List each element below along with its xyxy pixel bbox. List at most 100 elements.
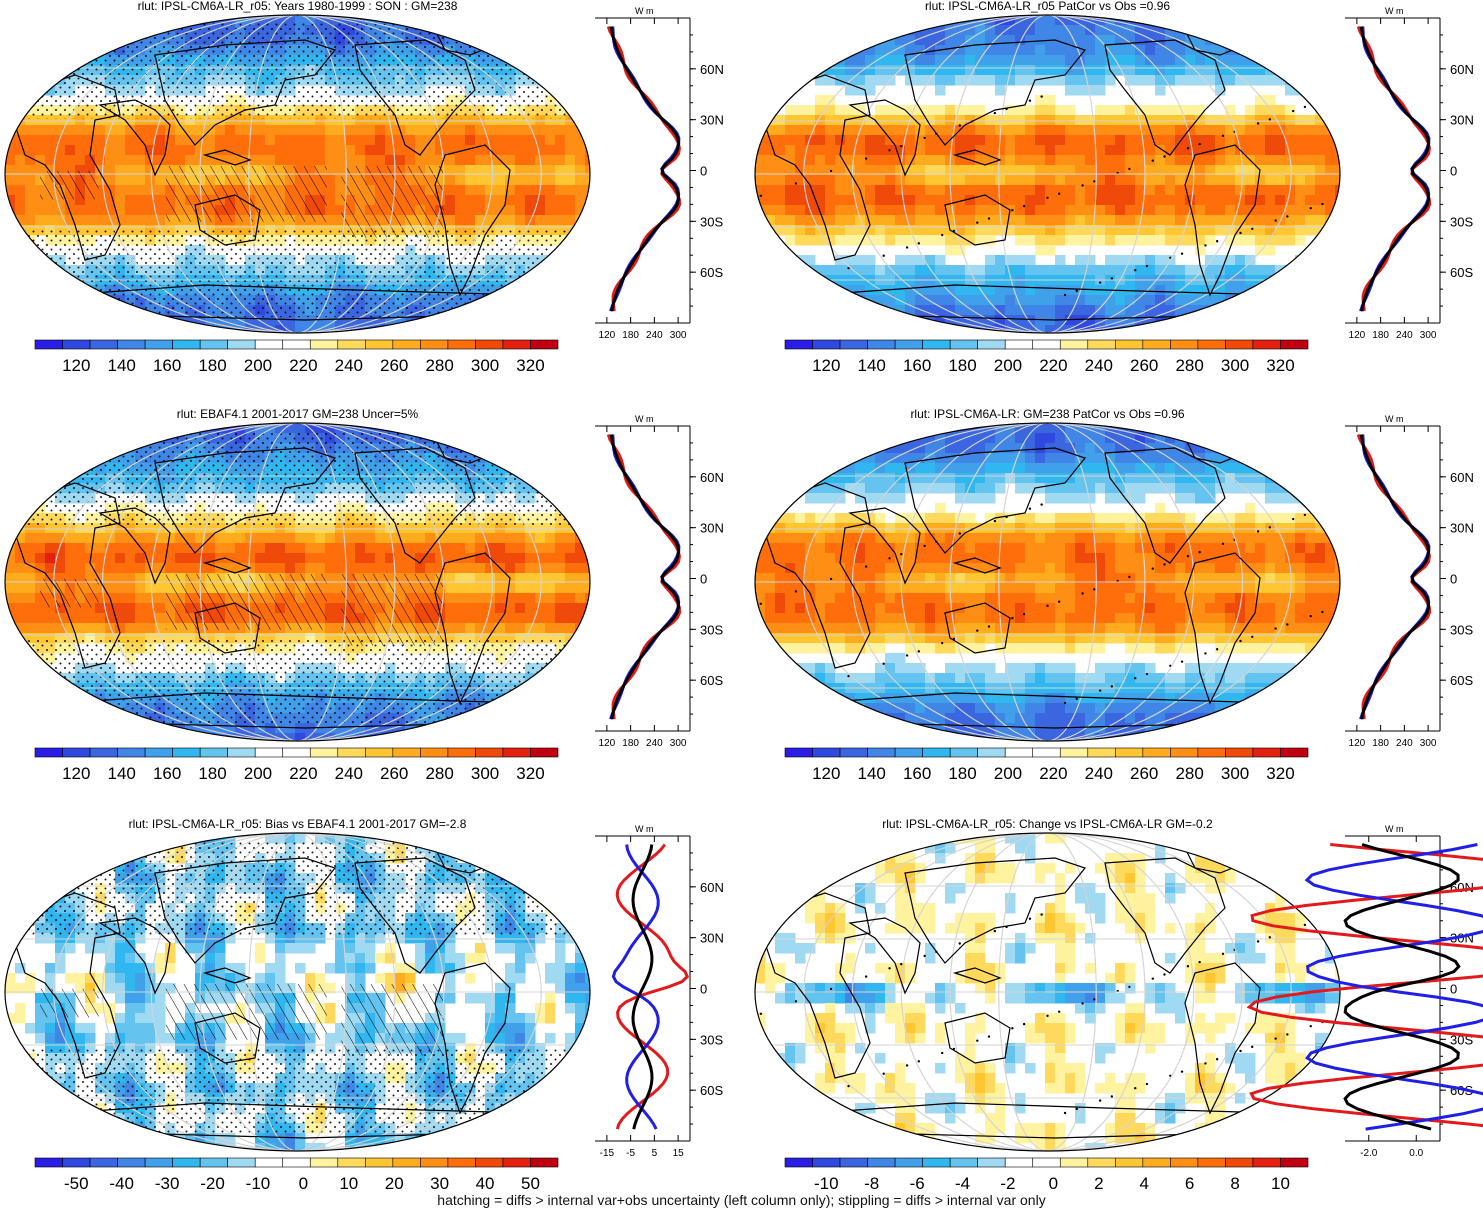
profile-lat-label: 60N — [700, 470, 724, 485]
colorbar: 120 140 160 180 200 220 240 260 280 300 320 — [784, 747, 1309, 783]
profile-x-tick: 180 — [622, 330, 639, 341]
colorbar-swatch — [89, 1157, 118, 1168]
profile-lat-label: 30S — [700, 1032, 723, 1047]
map-panel-4: rlut: IPSL-CM6A-LR: GM=238 PatCor vs Obs… — [754, 407, 1341, 783]
colorbar-swatch — [337, 339, 366, 350]
colorbar-swatch — [502, 339, 531, 350]
colorbar: -50 -40 -30 -20 -10 0 10 20 30 40 50 — [34, 1157, 559, 1190]
colorbar-tick-label: 120 — [62, 764, 90, 783]
colorbar-swatch — [172, 339, 201, 350]
colorbar-swatch — [34, 339, 63, 350]
colorbar-swatch — [1059, 339, 1089, 350]
colorbar-swatch — [812, 339, 841, 350]
colorbar-swatch — [199, 747, 228, 758]
colorbar-swatch — [420, 747, 449, 758]
colorbar-tick-label: -50 — [64, 1174, 89, 1190]
colorbar-swatch — [475, 1157, 504, 1168]
coastline-3 — [155, 858, 335, 963]
map-border — [4, 832, 591, 1152]
profile-x-tick: 180 — [1372, 330, 1389, 341]
profile-x-tick: 5 — [652, 1148, 658, 1159]
colorbar-swatch — [1225, 1157, 1254, 1168]
profile-lat-label: 30S — [1450, 622, 1473, 637]
colorbar-tick-label: 320 — [1266, 356, 1294, 375]
colorbar-swatch — [1197, 1157, 1226, 1168]
colorbar-tick-label: 280 — [1175, 356, 1203, 375]
colorbar-swatch — [1142, 747, 1171, 758]
colorbar-tick-label: 140 — [858, 764, 886, 783]
colorbar-swatch — [254, 1157, 284, 1168]
colorbar-swatch — [447, 339, 476, 350]
colorbar-swatch — [199, 339, 228, 350]
colorbar-swatch — [309, 339, 339, 350]
colorbar-swatch — [1115, 747, 1144, 758]
colorbar-tick-label: 280 — [425, 764, 453, 783]
colorbar-swatch — [1032, 1157, 1061, 1168]
profile-line-model — [611, 844, 660, 1130]
colorbar-swatch — [227, 1157, 256, 1168]
colorbar-swatch — [144, 1157, 173, 1168]
colorbar-tick-label: 2 — [1094, 1174, 1103, 1190]
colorbar-swatch — [1142, 339, 1171, 350]
colorbar-swatch — [89, 339, 118, 350]
profile-unit: W m — [635, 824, 654, 834]
colorbar-tick-label: 220 — [1039, 356, 1067, 375]
graticule — [755, 423, 1340, 741]
coastline-4 — [195, 603, 260, 653]
colorbar-tick-label: 50 — [521, 1174, 540, 1190]
colorbar-tick-label: 8 — [1230, 1174, 1239, 1190]
profile-lat-label: 60N — [700, 880, 724, 895]
profile-unit: W m — [1385, 6, 1404, 16]
colorbar-swatch — [172, 747, 201, 758]
coastline-2 — [850, 100, 920, 175]
zonal-profile-1: W m 60N 30N 0 30S 60S 120 180 240 300 — [595, 6, 724, 341]
profile-unit: W m — [635, 414, 654, 424]
colorbar-swatch — [337, 747, 366, 758]
colorbar-swatch — [227, 747, 256, 758]
coastline-4 — [945, 603, 1010, 653]
colorbar-tick-label: 10 — [1271, 1174, 1290, 1190]
coastline-1 — [765, 893, 870, 1078]
colorbar-swatch — [949, 747, 978, 758]
colorbar-swatch — [1059, 747, 1089, 758]
profile-lat-label: 0 — [1450, 982, 1457, 997]
coastline-1 — [765, 483, 870, 668]
colorbar-swatch — [1280, 747, 1309, 758]
colorbar-tick-label: 300 — [1221, 764, 1249, 783]
colorbar-swatch — [1004, 339, 1034, 350]
colorbar-swatch — [1280, 339, 1309, 350]
coastline-5 — [205, 558, 250, 573]
colorbar-swatch — [1004, 1157, 1034, 1168]
colorbar-swatch — [447, 747, 476, 758]
colorbar-swatch — [1197, 339, 1226, 350]
colorbar-tick-label: 180 — [948, 764, 976, 783]
colorbar-swatch — [1087, 747, 1116, 758]
colorbar-swatch — [530, 747, 559, 758]
coastline-6 — [1105, 40, 1225, 155]
profile-lat-label: 30N — [700, 931, 724, 946]
panel-title: rlut: EBAF4.1 2001-2017 GM=238 Uncer=5% — [177, 407, 419, 421]
profile-line-mmm — [1343, 843, 1461, 1131]
colorbar-tick-label: 280 — [425, 356, 453, 375]
graticule — [755, 15, 1340, 333]
coastline-6 — [355, 448, 475, 563]
colorbar-tick-label: 280 — [1175, 764, 1203, 783]
colorbar-swatch — [62, 1157, 91, 1168]
colorbar-swatch — [977, 747, 1006, 758]
colorbar-swatch — [922, 339, 951, 350]
colorbar-swatch — [62, 747, 91, 758]
profile-x-tick: 120 — [1349, 330, 1366, 341]
colorbar-tick-label: 320 — [516, 356, 544, 375]
coastline-6 — [1105, 448, 1225, 563]
zonal-profile-4: W m 60N 30N 0 30S 60S 120 180 240 300 — [1345, 414, 1474, 749]
profile-unit: W m — [635, 6, 654, 16]
colorbar-tick-label: -40 — [109, 1174, 134, 1190]
colorbar-swatch — [144, 339, 173, 350]
colorbar-swatch — [172, 1157, 201, 1168]
colorbar-swatch — [867, 1157, 896, 1168]
profile-lat-label: 60S — [1450, 265, 1473, 280]
profile-lat-label: 0 — [1450, 164, 1457, 179]
coastline-3 — [905, 448, 1085, 553]
profile-line-mmm — [631, 844, 654, 1130]
colorbar-tick-label: 240 — [335, 356, 363, 375]
